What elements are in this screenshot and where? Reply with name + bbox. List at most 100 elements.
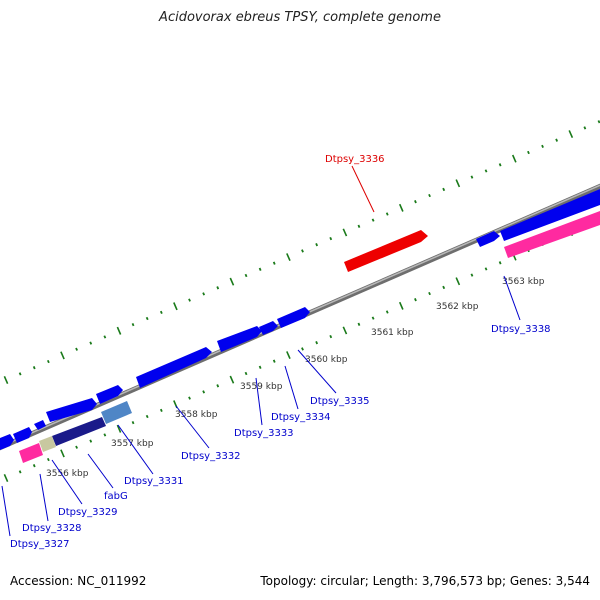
- leader-line: [284, 365, 299, 410]
- major-tick: [342, 228, 348, 237]
- gene-label-dtpsy-3334[interactable]: Dtpsy_3334: [271, 412, 331, 423]
- minor-tick: [145, 316, 149, 321]
- major-tick: [286, 351, 291, 360]
- gene-arrow-dtpsy-3327[interactable]: [0, 434, 14, 452]
- forward-strand-genes: [0, 189, 600, 452]
- gene-block-pink[interactable]: [19, 443, 43, 463]
- scale-label: 3563 kbp: [502, 277, 545, 287]
- topology-text: Topology: circular; Length: 3,796,573 bp…: [260, 574, 590, 588]
- gene-arrow-dtpsy-3331[interactable]: [96, 385, 123, 404]
- scale-label: 3558 kbp: [175, 410, 218, 420]
- minor-tick: [216, 384, 220, 388]
- minor-tick: [272, 261, 276, 265]
- major-tick: [511, 154, 517, 163]
- gene-block-steel[interactable]: [101, 401, 132, 424]
- minor-tick: [32, 366, 36, 370]
- minor-tick: [470, 273, 474, 277]
- minor-tick: [32, 464, 36, 468]
- minor-tick: [484, 267, 488, 271]
- minor-tick: [159, 310, 163, 314]
- gene-label-dtpsy-3328[interactable]: Dtpsy_3328: [22, 523, 82, 534]
- gene-arrow-dtpsy-3333[interactable]: [217, 326, 262, 352]
- major-tick: [60, 449, 65, 458]
- minor-tick: [188, 396, 191, 400]
- gene-arrow-dtpsy-3334[interactable]: [259, 321, 278, 335]
- gene-arrow-right-2[interactable]: [500, 189, 600, 241]
- major-tick: [455, 179, 461, 188]
- minor-tick: [541, 144, 544, 148]
- gene-arrow-fabg[interactable]: [46, 398, 97, 422]
- minor-tick: [498, 163, 502, 167]
- major-tick: [116, 326, 122, 335]
- minor-tick: [329, 236, 333, 241]
- gene-block-olive[interactable]: [39, 436, 56, 452]
- minor-tick: [145, 414, 149, 419]
- minor-tick: [414, 298, 417, 302]
- gene-label-fabg[interactable]: fabG: [104, 491, 128, 502]
- minor-tick: [315, 341, 319, 345]
- minor-tick: [583, 126, 587, 130]
- major-tick: [60, 351, 65, 360]
- leader-line: [255, 377, 263, 426]
- major-tick: [568, 130, 574, 139]
- accession-text: Accession: NC_011992: [10, 574, 147, 588]
- gene-label-dtpsy-3329[interactable]: Dtpsy_3329: [58, 507, 118, 518]
- gene-arrow-dtpsy-3328[interactable]: [13, 427, 32, 443]
- minor-tick: [555, 138, 559, 142]
- major-tick: [229, 277, 235, 286]
- minor-tick: [244, 273, 248, 278]
- leader-line: [351, 165, 375, 213]
- outer-tick-track: [3, 120, 600, 385]
- leader-line: [503, 275, 521, 321]
- minor-tick: [428, 193, 431, 198]
- scale-label: 3556 kbp: [46, 469, 89, 479]
- leader-line: [51, 459, 83, 505]
- minor-tick: [103, 433, 107, 437]
- scale-label: 3557 kbp: [111, 439, 154, 449]
- minor-tick: [75, 347, 79, 351]
- scale-label: 3562 kbp: [436, 302, 479, 312]
- gene-arrow-dtpsy-3335[interactable]: [277, 307, 310, 328]
- minor-tick: [597, 120, 600, 124]
- major-tick: [398, 203, 404, 212]
- gene-label-dtpsy-3333[interactable]: Dtpsy_3333: [234, 428, 294, 439]
- minor-tick: [329, 334, 333, 339]
- gene-label-dtpsy-3332[interactable]: Dtpsy_3332: [181, 451, 241, 462]
- leader-line: [117, 424, 154, 475]
- minor-tick: [385, 212, 389, 216]
- major-tick: [116, 424, 122, 433]
- gene-label-dtpsy-3327[interactable]: Dtpsy_3327: [10, 539, 70, 550]
- leader-line: [1, 485, 11, 537]
- minor-tick: [484, 169, 488, 173]
- gene-label-dtpsy-3336[interactable]: Dtpsy_3336: [325, 154, 385, 165]
- minor-tick: [131, 421, 135, 425]
- page-title: Acidovorax ebreus TPSY, complete genome: [159, 10, 441, 25]
- gene-block-navy[interactable]: [52, 417, 106, 446]
- minor-tick: [188, 298, 191, 302]
- minor-tick: [89, 439, 93, 443]
- minor-tick: [103, 335, 107, 339]
- scale-label: 3561 kbp: [371, 328, 414, 338]
- minor-tick: [159, 408, 163, 412]
- gene-label-dtpsy-3335[interactable]: Dtpsy_3335: [310, 396, 370, 407]
- gene-arrow-dtpsy-3336[interactable]: [344, 230, 428, 272]
- gene-arrow-right-1[interactable]: [476, 231, 500, 247]
- minor-tick: [75, 445, 79, 449]
- gene-arrow-dtpsy-3329[interactable]: [34, 420, 46, 430]
- gene-arrow-dtpsy-3332[interactable]: [136, 347, 212, 388]
- minor-tick: [301, 347, 304, 351]
- gene-label-dtpsy-3331[interactable]: Dtpsy_3331: [124, 476, 184, 487]
- minor-tick: [442, 187, 446, 192]
- major-tick: [286, 253, 291, 262]
- minor-tick: [202, 390, 206, 394]
- scale-labels: 3556 kbp 3557 kbp 3558 kbp 3559 kbp 3560…: [46, 277, 545, 479]
- minor-tick: [442, 285, 446, 290]
- leader-line: [87, 453, 114, 489]
- minor-tick: [301, 249, 304, 253]
- minor-tick: [371, 218, 375, 222]
- minor-tick: [18, 372, 22, 376]
- gene-arrow-dtpsy-3338[interactable]: [504, 211, 600, 258]
- scale-label: 3559 kbp: [240, 382, 283, 392]
- minor-tick: [428, 291, 431, 296]
- gene-label-dtpsy-3338[interactable]: Dtpsy_3338: [491, 324, 551, 335]
